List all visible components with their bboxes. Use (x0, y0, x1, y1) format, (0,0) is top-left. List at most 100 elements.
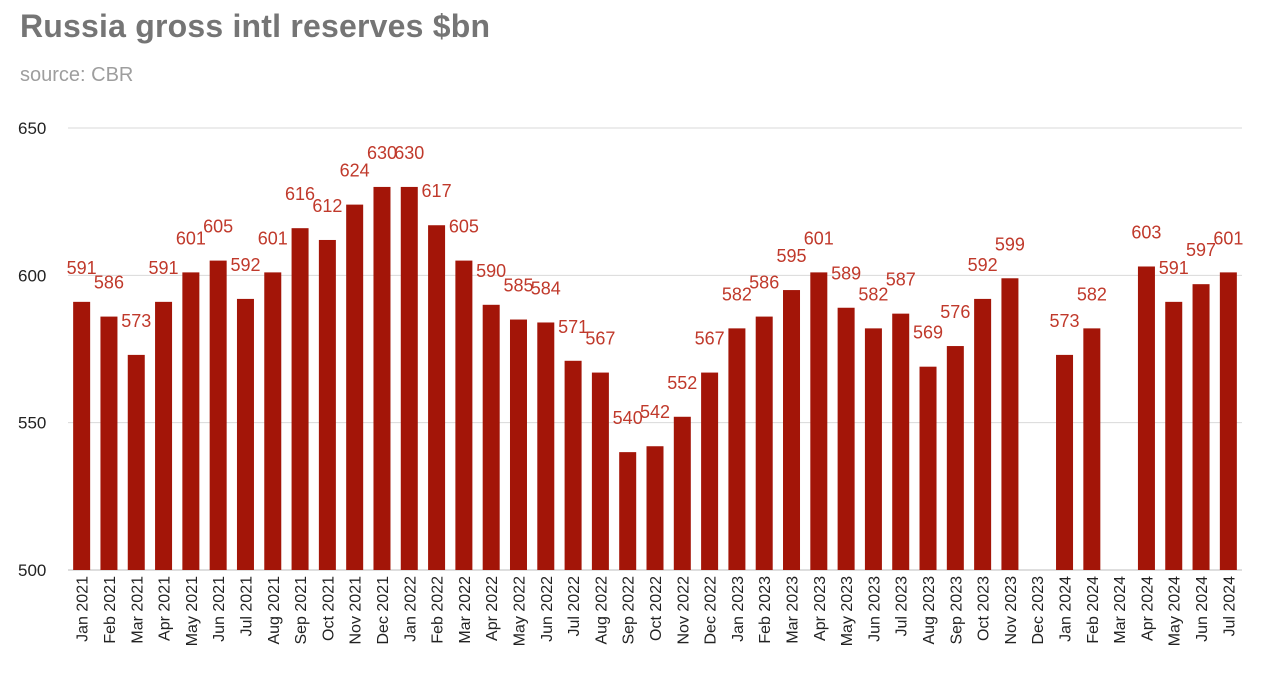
x-tick-label: Aug 2023 (921, 576, 938, 645)
x-tick-label: Sep 2022 (621, 576, 638, 645)
data-label: 597 (1186, 240, 1216, 260)
data-label: 592 (968, 255, 998, 275)
x-tick-label: Apr 2022 (484, 576, 501, 641)
x-tick-label: Aug 2021 (266, 576, 283, 645)
data-label: 584 (531, 278, 561, 298)
bar (209, 260, 227, 570)
data-label: 567 (585, 329, 615, 349)
data-label: 582 (858, 284, 888, 304)
bar (155, 301, 173, 570)
bar (182, 272, 200, 570)
bar (455, 260, 473, 570)
bar (755, 316, 773, 570)
bar (564, 360, 582, 570)
bar (646, 446, 664, 570)
x-tick-label: Mar 2024 (1112, 576, 1129, 644)
bar (619, 452, 637, 570)
data-label: 540 (613, 408, 643, 428)
x-tick-label: May 2024 (1167, 576, 1184, 646)
bar (783, 290, 801, 570)
data-label: 599 (995, 234, 1025, 254)
x-tick-label: Nov 2023 (1003, 576, 1020, 645)
data-label: 617 (422, 181, 452, 201)
bar (1219, 272, 1237, 570)
bar (537, 322, 555, 570)
bar (1192, 284, 1210, 570)
x-tick-label: May 2022 (511, 576, 528, 646)
bar (919, 366, 937, 570)
y-axis-ticks: 650 600 550 500 (18, 119, 46, 580)
bar (728, 328, 746, 570)
x-tick-label: Jan 2023 (730, 576, 747, 642)
y-tick-label: 650 (18, 119, 46, 138)
y-tick-label: 550 (18, 414, 46, 433)
bar (318, 239, 336, 570)
x-tick-label: Apr 2024 (1139, 576, 1156, 641)
bar (864, 328, 882, 570)
data-label: 569 (913, 323, 943, 343)
x-tick-label: Jun 2022 (539, 576, 556, 642)
data-label: 582 (722, 284, 752, 304)
gridlines (68, 127, 1242, 571)
data-label: 542 (640, 402, 670, 422)
bar (264, 272, 282, 570)
x-tick-label: Jan 2022 (402, 576, 419, 642)
bar (291, 228, 309, 571)
data-label: 576 (940, 302, 970, 322)
data-label: 585 (503, 276, 533, 296)
bar (837, 307, 855, 570)
x-tick-label: Jun 2021 (211, 576, 228, 642)
x-tick-label: Mar 2023 (785, 576, 802, 644)
x-tick-label: Jun 2024 (1194, 576, 1211, 642)
bar (236, 298, 254, 570)
x-tick-label: Oct 2021 (320, 576, 337, 641)
data-label: 595 (776, 246, 806, 266)
data-label: 586 (94, 273, 124, 293)
x-tick-label: Oct 2023 (976, 576, 993, 641)
x-tick-label: Apr 2023 (812, 576, 829, 641)
x-tick-label: Jan 2024 (1058, 576, 1075, 642)
x-tick-label: Nov 2022 (675, 576, 692, 645)
bar (1165, 301, 1183, 570)
y-tick-label: 500 (18, 561, 46, 580)
bar (1001, 278, 1019, 570)
x-tick-label: Oct 2022 (648, 576, 665, 641)
data-label: 589 (831, 264, 861, 284)
bar (892, 313, 910, 570)
bar (810, 272, 828, 570)
x-tick-label: Sep 2021 (293, 576, 310, 645)
x-tick-label: Feb 2023 (757, 576, 774, 644)
data-label: 630 (367, 143, 397, 163)
x-tick-label: Sep 2023 (948, 576, 965, 645)
x-tick-label: Jun 2023 (866, 576, 883, 642)
x-tick-label: Apr 2021 (157, 576, 174, 641)
data-label: 590 (476, 261, 506, 281)
bar (346, 204, 364, 570)
x-tick-label: Mar 2021 (129, 576, 146, 644)
x-tick-label: Nov 2021 (348, 576, 365, 645)
data-label: 603 (1131, 222, 1161, 242)
data-label: 601 (804, 228, 834, 248)
bar (428, 225, 446, 571)
data-label: 624 (340, 161, 370, 181)
data-label: 591 (67, 258, 97, 278)
x-tick-label: Dec 2023 (1030, 576, 1047, 645)
x-tick-label: Jul 2021 (238, 576, 255, 637)
data-label: 571 (558, 317, 588, 337)
data-labels: 5915865735916016055926016166126246306306… (67, 143, 1244, 428)
x-tick-label: Feb 2024 (1085, 576, 1102, 644)
bar (127, 354, 145, 570)
x-tick-label: Feb 2022 (430, 576, 447, 644)
bar (100, 316, 118, 570)
x-tick-label: Feb 2021 (102, 576, 119, 644)
bar (73, 301, 91, 570)
data-label: 616 (285, 184, 315, 204)
bar (591, 372, 609, 570)
x-tick-label: May 2023 (839, 576, 856, 646)
data-label: 601 (258, 228, 288, 248)
bar (1137, 266, 1155, 570)
chart-title: Russia gross intl reserves $bn (20, 8, 491, 44)
x-tick-label: Jul 2023 (894, 576, 911, 637)
bar (701, 372, 719, 570)
